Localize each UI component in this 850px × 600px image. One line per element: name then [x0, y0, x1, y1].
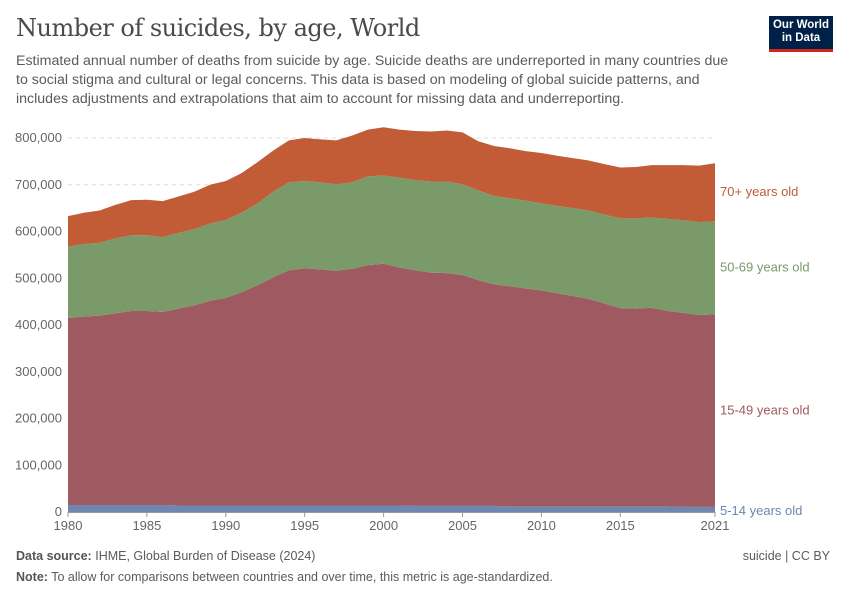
source-label: Data source:: [16, 549, 92, 563]
y-tick-label: 400,000: [15, 317, 62, 332]
x-tick-label: 2005: [448, 518, 477, 533]
y-tick-label: 0: [55, 504, 62, 519]
note-text: To allow for comparisons between countri…: [51, 570, 553, 584]
x-tick-label: 2010: [527, 518, 556, 533]
area-5-14-years-old: [68, 504, 715, 512]
y-tick-label: 800,000: [15, 130, 62, 145]
area-15-49-years-old: [68, 263, 715, 507]
y-tick-label: 700,000: [15, 177, 62, 192]
y-tick-label: 200,000: [15, 411, 62, 426]
series-label: 70+ years old: [720, 184, 798, 199]
x-tick-label: 1995: [290, 518, 319, 533]
x-tick-label: 2021: [701, 518, 730, 533]
x-tick-label: 1985: [132, 518, 161, 533]
license[interactable]: suicide | CC BY: [742, 549, 830, 563]
y-tick-label: 300,000: [15, 364, 62, 379]
series-label: 15-49 years old: [720, 403, 810, 418]
y-tick-label: 100,000: [15, 457, 62, 472]
x-tick-label: 2000: [369, 518, 398, 533]
stacked-area-chart: 0 100,000 200,000 300,000 400,000 500,000 600,…: [15, 127, 810, 533]
series-label: 5-14 years old: [720, 503, 802, 518]
area-50-69-years-old: [68, 175, 715, 318]
x-tick-label: 1990: [211, 518, 240, 533]
series-label: 50-69 years old: [720, 260, 810, 275]
area-70-years-old: [68, 127, 715, 247]
owid-logo[interactable]: Our World in Data: [769, 16, 833, 52]
chart-title: Number of suicides, by age, World: [16, 14, 420, 42]
x-tick-label: 1980: [54, 518, 83, 533]
note-label: Note:: [16, 570, 48, 584]
x-tick-label: 2015: [606, 518, 635, 533]
y-tick-label: 500,000: [15, 270, 62, 285]
y-tick-label: 600,000: [15, 224, 62, 239]
data-source: Data source: IHME, Global Burden of Dise…: [16, 549, 315, 563]
chart-subtitle: Estimated annual number of deaths from s…: [16, 53, 729, 107]
note: Note: To allow for comparisons between c…: [16, 570, 553, 584]
source-text[interactable]: IHME, Global Burden of Disease (2024): [95, 549, 316, 563]
